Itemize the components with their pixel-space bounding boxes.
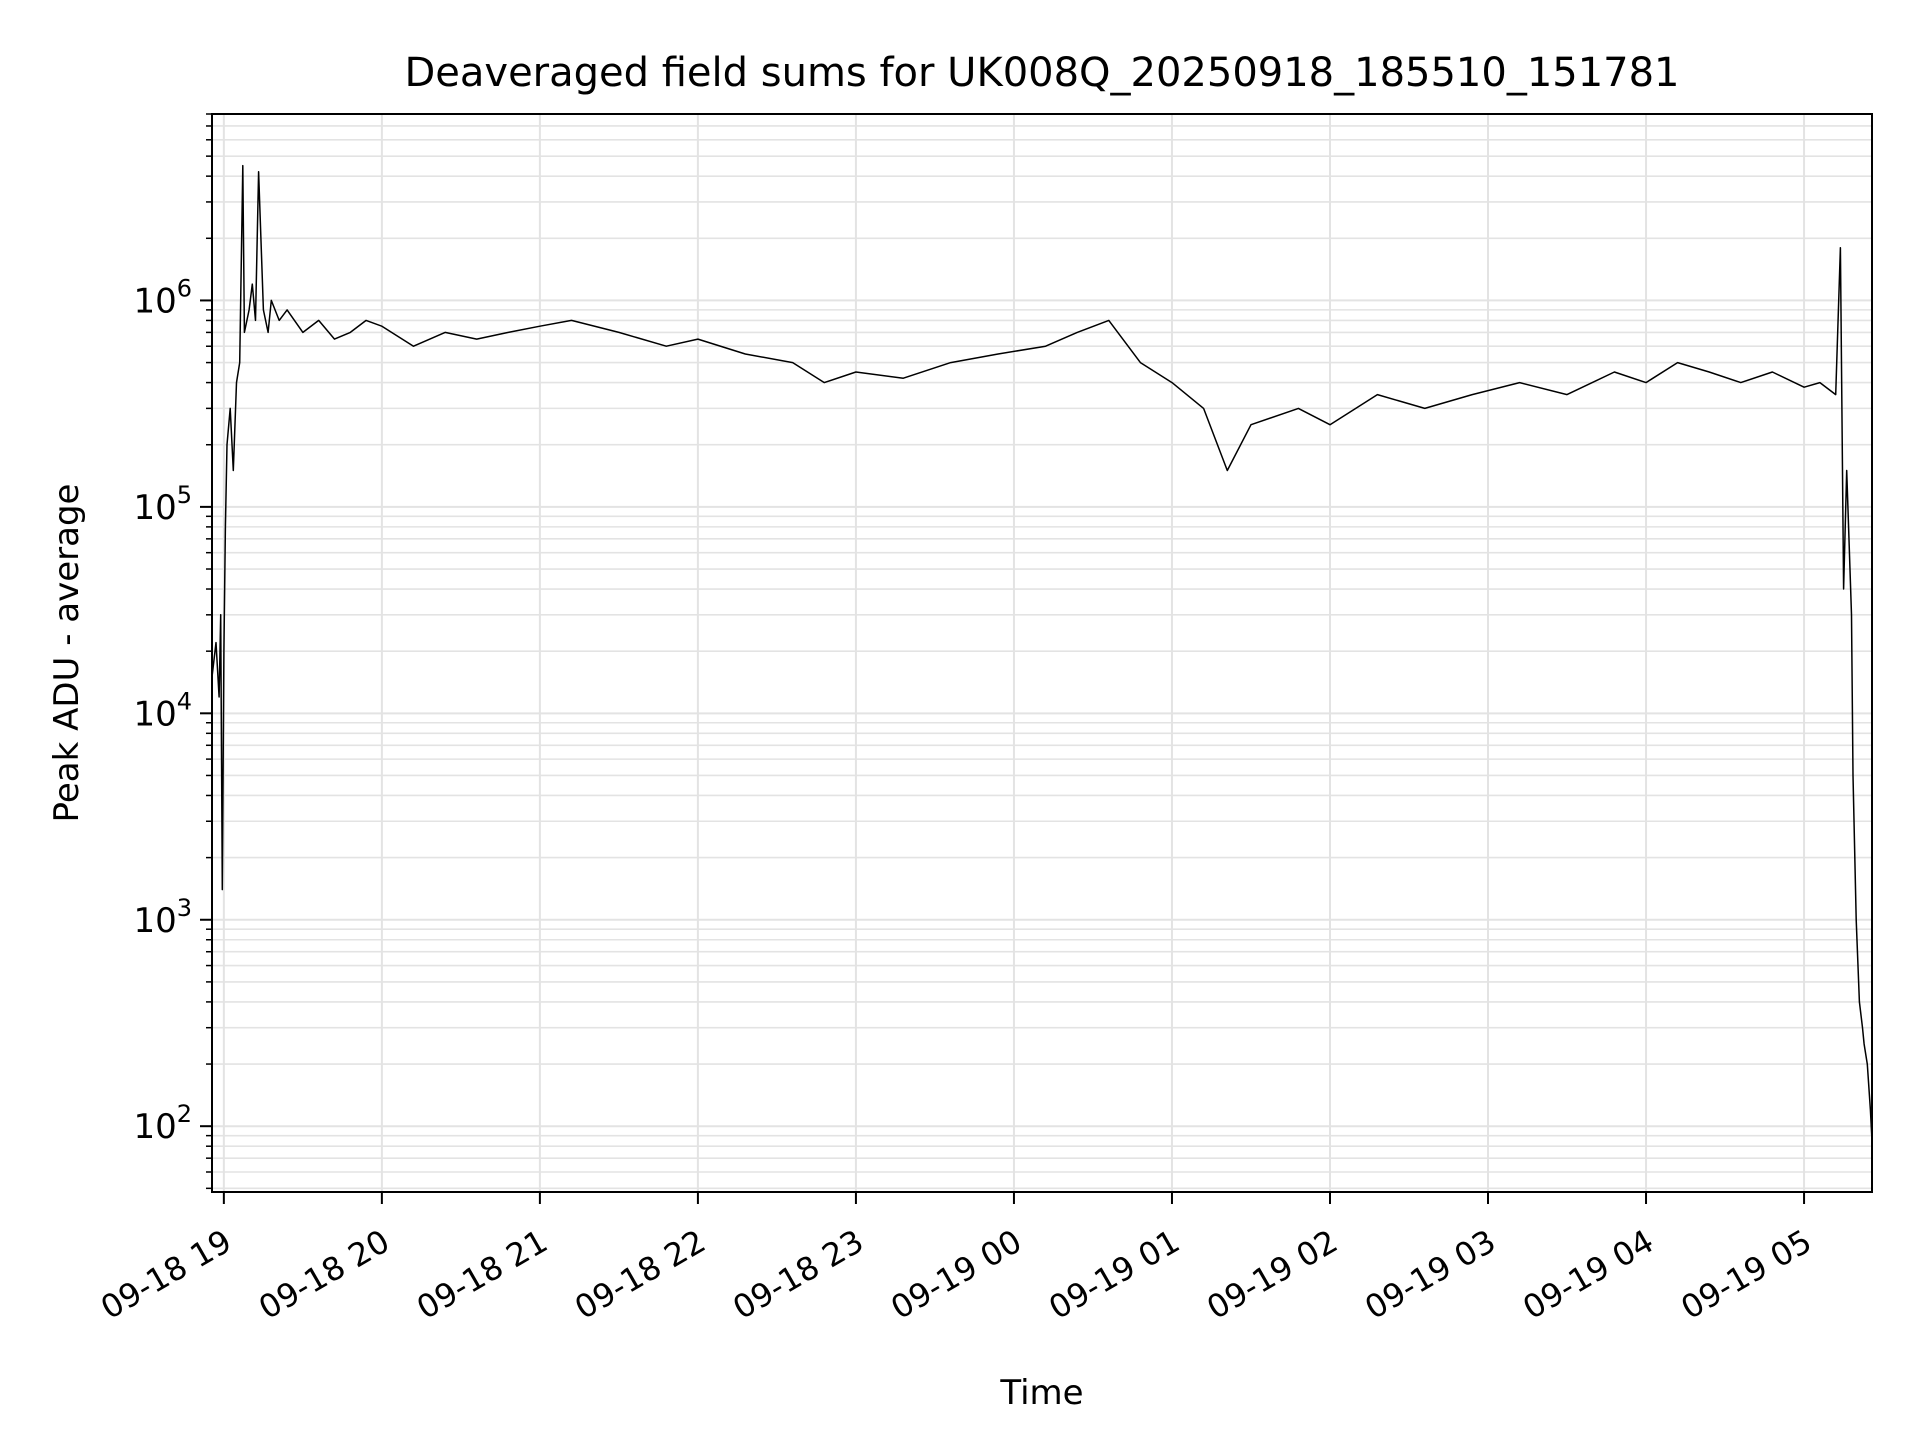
grid bbox=[212, 113, 1872, 1192]
series-line bbox=[211, 164, 1873, 1141]
x-axis-label: Time bbox=[999, 1373, 1083, 1413]
y-tick-label: 103 bbox=[133, 894, 192, 941]
plot-frame bbox=[211, 113, 1873, 1193]
series-group bbox=[211, 164, 1873, 1141]
y-axis-label: Peak ADU - average bbox=[47, 484, 87, 823]
y-tick-label: 104 bbox=[133, 687, 192, 734]
y-axis: 102 103 104 105 106 bbox=[133, 113, 212, 1190]
y-tick-label: 106 bbox=[133, 274, 192, 321]
y-tick-label: 102 bbox=[133, 1100, 192, 1147]
chart-title: Deaveraged field sums for UK008Q_2025091… bbox=[404, 50, 1679, 96]
y-tick-label: 105 bbox=[133, 481, 192, 528]
